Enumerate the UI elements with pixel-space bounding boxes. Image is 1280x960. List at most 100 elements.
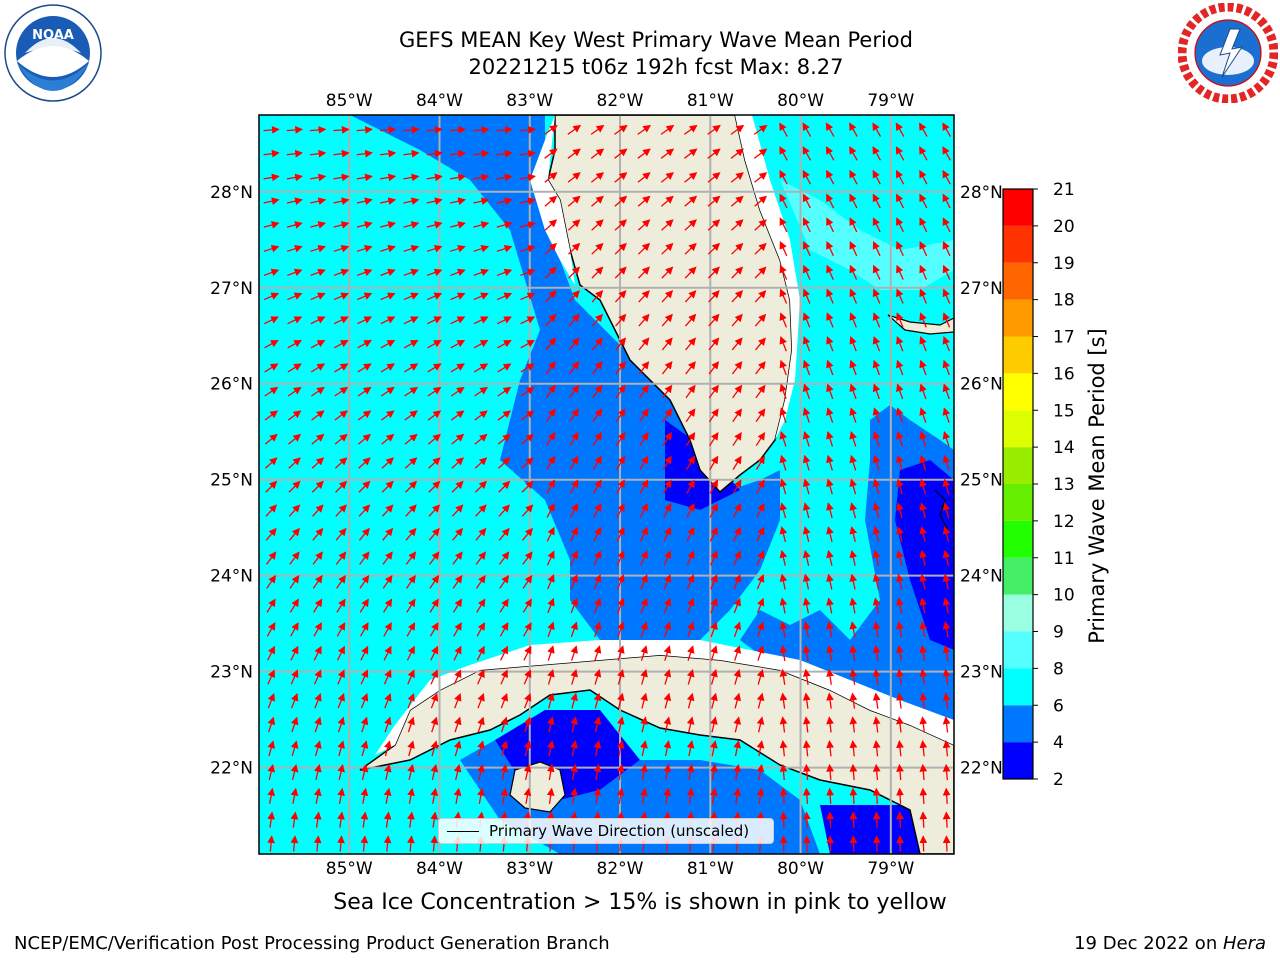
wave-arrow bbox=[451, 504, 464, 517]
wave-arrow bbox=[637, 124, 651, 135]
wave-arrow bbox=[779, 478, 788, 495]
wave-arrow bbox=[289, 574, 300, 589]
wave-arrow bbox=[263, 126, 280, 134]
wave-arrow bbox=[942, 407, 951, 423]
wave-arrow bbox=[403, 149, 420, 158]
wave-arrow bbox=[872, 549, 881, 566]
wave-arrow bbox=[942, 169, 951, 185]
wave-arrow bbox=[504, 860, 505, 875]
wave-arrow bbox=[380, 339, 396, 349]
wave-arrow bbox=[686, 692, 695, 709]
wave-arrow bbox=[686, 740, 695, 757]
wave-arrow bbox=[520, 410, 535, 421]
wave-arrow bbox=[708, 313, 720, 327]
wave-arrow bbox=[919, 668, 928, 685]
wave-arrow bbox=[779, 454, 788, 471]
wave-arrow bbox=[410, 860, 411, 875]
wave-arrow bbox=[267, 692, 275, 709]
wave-arrow bbox=[547, 668, 555, 685]
wave-arrow bbox=[732, 432, 742, 447]
wave-arrow bbox=[264, 433, 278, 445]
wave-arrow bbox=[896, 431, 904, 447]
wave-arrow bbox=[592, 479, 602, 494]
wave-arrow bbox=[407, 811, 415, 828]
wave-arrow bbox=[826, 526, 834, 543]
wave-arrow bbox=[779, 288, 788, 304]
wave-arrow bbox=[334, 339, 349, 349]
map-frame bbox=[258, 114, 955, 855]
wave-arrow bbox=[779, 241, 788, 257]
wave-arrow bbox=[290, 764, 299, 781]
wave-arrow bbox=[707, 195, 721, 207]
wave-arrow bbox=[640, 716, 648, 733]
wave-arrow bbox=[428, 527, 440, 541]
wave-arrow bbox=[919, 502, 927, 519]
wave-arrow bbox=[660, 148, 675, 159]
wave-arrow bbox=[756, 479, 765, 494]
wave-arrow bbox=[570, 597, 578, 614]
wave-arrow bbox=[360, 692, 369, 709]
wave-arrow bbox=[333, 244, 350, 253]
wave-arrow bbox=[546, 763, 555, 781]
wave-arrow bbox=[358, 527, 370, 541]
lon-label: 83°W bbox=[506, 91, 553, 111]
wave-arrow bbox=[496, 173, 513, 182]
wave-arrow bbox=[638, 266, 650, 279]
wave-arrow bbox=[496, 292, 513, 301]
wave-arrow bbox=[545, 361, 557, 375]
wave-arrow bbox=[663, 787, 672, 804]
wave-arrow bbox=[730, 148, 745, 159]
wave-arrow bbox=[380, 244, 396, 253]
wave-arrow bbox=[496, 126, 513, 134]
wave-arrow bbox=[497, 339, 512, 349]
wave-arrow bbox=[849, 454, 857, 471]
wave-arrow bbox=[544, 124, 558, 135]
wave-arrow bbox=[755, 408, 766, 423]
wave-arrow bbox=[753, 148, 768, 159]
wave-arrow bbox=[334, 386, 349, 397]
wave-arrow bbox=[592, 384, 603, 399]
wave-arrow bbox=[404, 457, 418, 469]
wave-arrow bbox=[568, 361, 580, 375]
wave-arrow bbox=[569, 432, 579, 447]
wave-arrow bbox=[942, 763, 951, 781]
wave-arrow bbox=[591, 313, 604, 327]
wave-arrow bbox=[685, 432, 696, 447]
wave-arrow bbox=[872, 217, 881, 233]
wave-arrow bbox=[919, 146, 928, 161]
wave-arrow bbox=[802, 740, 811, 757]
wave-arrow bbox=[661, 266, 674, 279]
wave-arrow bbox=[872, 359, 881, 376]
wave-arrow bbox=[428, 480, 441, 493]
wave-arrow bbox=[357, 292, 373, 301]
wave-arrow bbox=[380, 197, 397, 205]
wave-arrow bbox=[520, 316, 536, 325]
wave-arrow bbox=[730, 124, 745, 135]
wave-arrow bbox=[430, 669, 439, 685]
colorbar-band bbox=[1003, 447, 1033, 484]
wave-arrow bbox=[684, 148, 698, 159]
wave-arrow bbox=[872, 597, 881, 614]
wave-arrow bbox=[662, 408, 673, 423]
colorbar-band bbox=[1003, 520, 1033, 558]
wave-arrow bbox=[383, 835, 392, 852]
wave-arrow bbox=[570, 787, 578, 804]
wave-arrow bbox=[710, 716, 718, 733]
wave-arrow bbox=[826, 597, 834, 614]
colorbar-band bbox=[1003, 705, 1033, 743]
wave-arrow bbox=[593, 692, 602, 709]
wave-arrow bbox=[872, 573, 881, 590]
colorbar-tick-label: 12 bbox=[1053, 512, 1075, 532]
footer-date-text: 19 Dec 2022 on bbox=[1074, 933, 1223, 954]
wave-arrow bbox=[454, 716, 462, 733]
wave-arrow bbox=[590, 124, 605, 135]
wave-arrow bbox=[545, 337, 557, 351]
wave-arrow bbox=[357, 339, 372, 349]
wave-arrow bbox=[404, 386, 419, 397]
lat-label: 24°N bbox=[210, 567, 253, 587]
wave-arrow bbox=[919, 407, 927, 423]
wave-arrow bbox=[473, 339, 489, 349]
wave-arrow bbox=[638, 313, 650, 327]
wave-arrow bbox=[360, 764, 369, 781]
